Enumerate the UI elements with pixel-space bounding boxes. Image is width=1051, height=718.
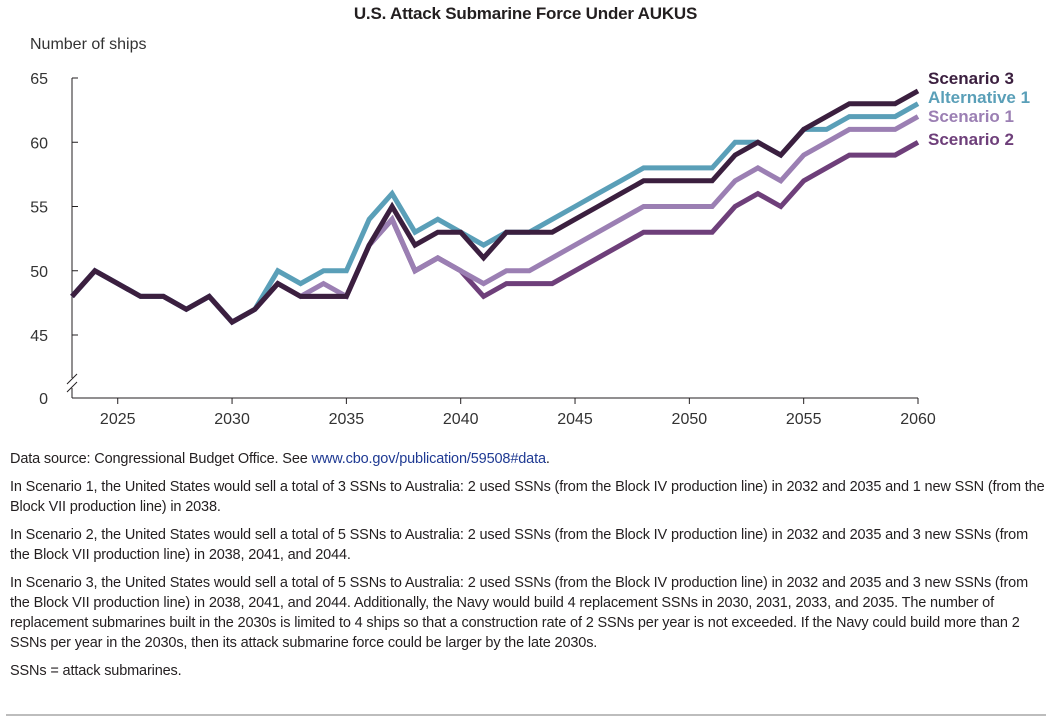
- series-label-scenario-3: Scenario 3: [928, 69, 1014, 88]
- series-line-scenario-3: [70, 88, 920, 326]
- axis-break-mark: [66, 373, 78, 385]
- x-tick-label: 2025: [100, 411, 136, 428]
- y-axis-label: Number of ships: [30, 36, 147, 53]
- x-tick-label: 2030: [214, 411, 250, 428]
- series-label-scenario-1: Scenario 1: [928, 107, 1014, 126]
- data-source-note: Data source: Congressional Budget Office…: [10, 451, 550, 467]
- x-tick-label: 2035: [329, 411, 365, 428]
- x-tick-label: 2055: [786, 411, 822, 428]
- x-tick-label: 2045: [557, 411, 593, 428]
- series-label-alternative-1: Alternative 1: [928, 88, 1030, 107]
- y-tick-label: 45: [30, 328, 48, 345]
- x-tick-label: 2060: [900, 411, 936, 428]
- y-tick-label: 55: [30, 200, 48, 217]
- x-tick-label: 2040: [443, 411, 479, 428]
- scenario-1-note: In Scenario 1, the United States would s…: [10, 479, 1045, 515]
- bottom-rule: [6, 714, 1046, 716]
- axis-break-mark: [66, 381, 78, 393]
- series-lines: [70, 88, 920, 326]
- chart-title: U.S. Attack Submarine Force Under AUKUS: [353, 4, 698, 23]
- line-chart: Number of ships 0 45 50 55 60 65 2025 2030 2035 2…: [30, 36, 1030, 428]
- y-tick-label: 0: [39, 391, 48, 408]
- tick-labels: 0 45 50 55 60 65 2025 2030 2035 2040 2045 2050 2055 2…: [30, 71, 936, 428]
- x-tick-label: 2050: [672, 411, 708, 428]
- chart-notes: Data source: Congressional Budget Office…: [10, 449, 1045, 689]
- series-label-scenario-2: Scenario 2: [928, 130, 1014, 149]
- scenario-3-note: In Scenario 3, the United States would s…: [10, 575, 1028, 651]
- y-tick-label: 60: [30, 135, 48, 152]
- data-source-link[interactable]: www.cbo.gov/publication/59508#data: [311, 451, 546, 467]
- abbreviation-note: SSNs = attack submarines.: [10, 663, 182, 679]
- scenario-2-note: In Scenario 2, the United States would s…: [10, 527, 1028, 563]
- y-tick-label: 50: [30, 264, 48, 281]
- y-tick-label: 65: [30, 71, 48, 88]
- axes: [66, 77, 919, 404]
